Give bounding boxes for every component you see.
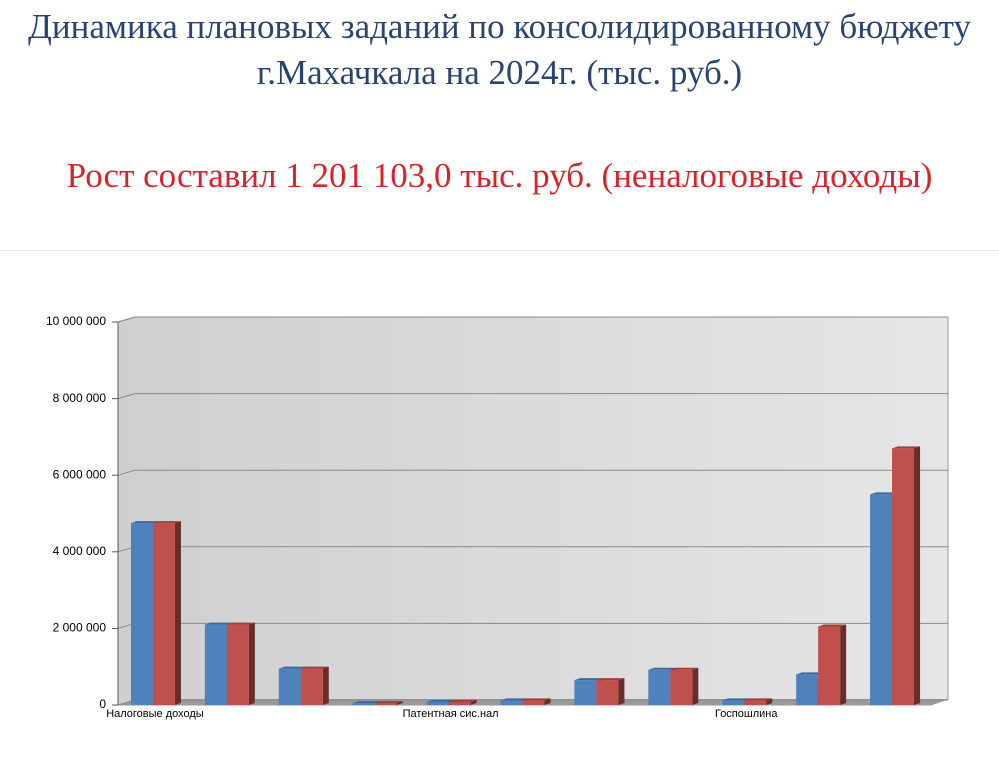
bar-top (278, 666, 307, 669)
x-tick-label: Налоговые доходы (106, 708, 204, 720)
bar-top (574, 678, 603, 681)
y-tick-label: 0 (99, 697, 106, 711)
bar (796, 674, 819, 705)
bar-top (448, 699, 477, 702)
bar-side (840, 624, 847, 705)
bar-top (870, 492, 899, 495)
bar-side (618, 678, 625, 705)
bar (892, 448, 915, 705)
bar-side (470, 699, 477, 705)
bar (278, 668, 301, 705)
bar (670, 669, 693, 705)
bar-top (352, 701, 381, 704)
bar-top (130, 521, 159, 524)
bar (374, 703, 397, 705)
bar-top (796, 672, 825, 675)
bar-top (204, 622, 233, 625)
bar (204, 624, 227, 705)
bar (448, 701, 471, 705)
bar-side (544, 698, 551, 705)
bar (744, 700, 767, 705)
bar (818, 626, 841, 705)
bar-side (322, 666, 329, 705)
bar-top (818, 624, 847, 627)
bar-top (596, 678, 625, 681)
bar (500, 700, 523, 705)
bar (870, 494, 893, 705)
bar (152, 523, 175, 705)
bar-top (648, 667, 677, 670)
bar-top (744, 698, 773, 701)
y-tick-label: 10 000 000 (46, 314, 106, 328)
bar-top (226, 622, 255, 625)
bar-top (152, 521, 181, 524)
bar-top (374, 701, 403, 704)
y-tick-label: 4 000 000 (53, 544, 107, 558)
bar (352, 703, 375, 705)
bar-top (722, 698, 751, 701)
bar (130, 523, 153, 705)
bar (574, 680, 597, 705)
bar-side (174, 521, 181, 705)
bar-top (670, 667, 699, 670)
grid-line (117, 469, 948, 476)
bar-top (892, 446, 921, 449)
bar (596, 680, 619, 705)
bar (522, 700, 545, 705)
bar-side (766, 698, 773, 705)
bar (722, 700, 745, 705)
bar-top (500, 698, 529, 701)
x-tick-label: Патентная сис.нал (403, 708, 499, 720)
bar-side (914, 446, 921, 705)
bar-side (248, 622, 255, 705)
divider (0, 250, 999, 251)
y-tick-label: 6 000 000 (53, 467, 107, 481)
y-tick-label: 2 000 000 (53, 621, 107, 635)
bar-side (692, 667, 699, 705)
grid-line (117, 393, 948, 400)
bar (226, 624, 249, 705)
bar (300, 668, 323, 705)
bar-top (426, 699, 455, 702)
grid-line (117, 316, 948, 323)
y-tick-label: 8 000 000 (53, 391, 107, 405)
bar-top (522, 698, 551, 701)
chart-subtitle: Рост составил 1 201 103,0 тыс. руб. (нен… (66, 156, 933, 195)
bar (426, 701, 449, 705)
bar-side (396, 701, 403, 705)
chart-title: Динамика плановых заданий по консолидиро… (27, 7, 972, 92)
bar-top (300, 666, 329, 669)
bar (648, 669, 671, 705)
x-tick-label: Госпошлина (715, 708, 778, 720)
